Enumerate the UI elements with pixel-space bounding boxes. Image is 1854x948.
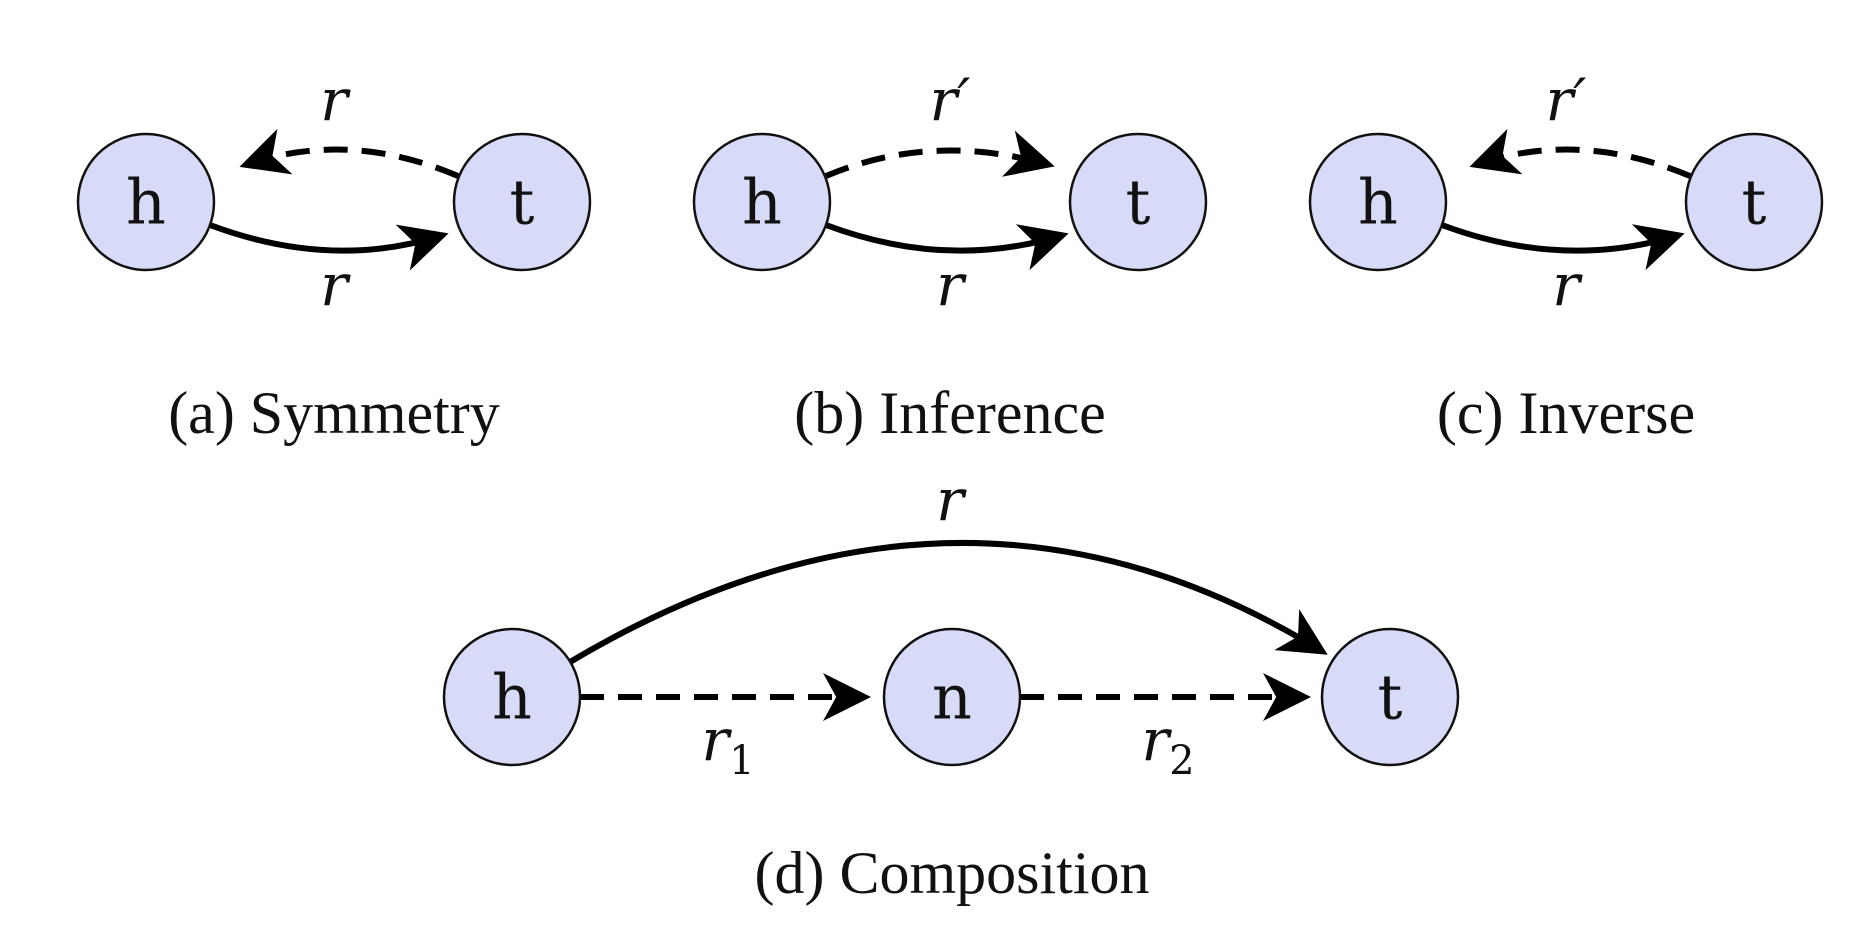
- node-h-label: h: [742, 166, 782, 239]
- node-n: [882, 627, 1022, 767]
- node-h: [1308, 132, 1448, 272]
- edge-label-top: r: [320, 66, 351, 134]
- panel-inverse: h t r′ r (c) Inverse: [1308, 66, 1824, 446]
- node-h-label: h: [492, 661, 532, 734]
- node-n-label: n: [932, 661, 972, 734]
- caption-composition: (d) Composition: [754, 840, 1149, 906]
- edge-label-top: r′: [1546, 66, 1587, 134]
- edge-label-r2-base: r: [1141, 706, 1172, 774]
- node-t-label: t: [510, 166, 535, 239]
- edge-label-top: r: [936, 466, 967, 534]
- node-t: [1684, 132, 1824, 272]
- edge-inverse-bottom: [1440, 222, 1685, 271]
- node-h-label: h: [126, 166, 166, 239]
- edge-label-bottom: r: [320, 251, 351, 319]
- edge-label-r1-base: r: [701, 706, 732, 774]
- panel-composition: h n t r r1 r2 (d) Composition: [442, 466, 1460, 906]
- node-h: [442, 627, 582, 767]
- edge-composition-top: [568, 539, 1328, 665]
- edge-symmetry-bottom: [208, 222, 449, 271]
- node-h: [76, 132, 216, 272]
- edge-label-r1: r1: [701, 706, 754, 784]
- edge-inverse-top: [1469, 128, 1692, 179]
- caption-symmetry: (a) Symmetry: [168, 380, 500, 446]
- node-t-label: t: [1378, 661, 1403, 734]
- edge-label-bottom: r: [1552, 251, 1583, 319]
- node-h: [692, 132, 832, 272]
- panel-symmetry: h t r r (a) Symmetry: [76, 66, 592, 446]
- node-t: [452, 132, 592, 272]
- edge-label-r1-sub: 1: [729, 738, 754, 784]
- edge-symmetry-top: [239, 128, 460, 179]
- caption-inverse: (c) Inverse: [1437, 380, 1695, 446]
- edge-inference-bottom: [824, 222, 1069, 271]
- edge-label-r2-sub: 2: [1169, 738, 1194, 784]
- edge-label-bottom: r: [936, 251, 967, 319]
- node-t-label: t: [1742, 166, 1767, 239]
- edge-inference-top: [824, 130, 1055, 179]
- node-t: [1320, 627, 1460, 767]
- panel-inference: h t r′ r (b) Inference: [692, 66, 1208, 446]
- caption-inference: (b) Inference: [794, 380, 1105, 446]
- edge-label-r2: r2: [1141, 706, 1194, 784]
- node-t: [1068, 132, 1208, 272]
- edge-label-top: r′: [930, 66, 971, 134]
- node-h-label: h: [1358, 166, 1398, 239]
- node-t-label: t: [1126, 166, 1151, 239]
